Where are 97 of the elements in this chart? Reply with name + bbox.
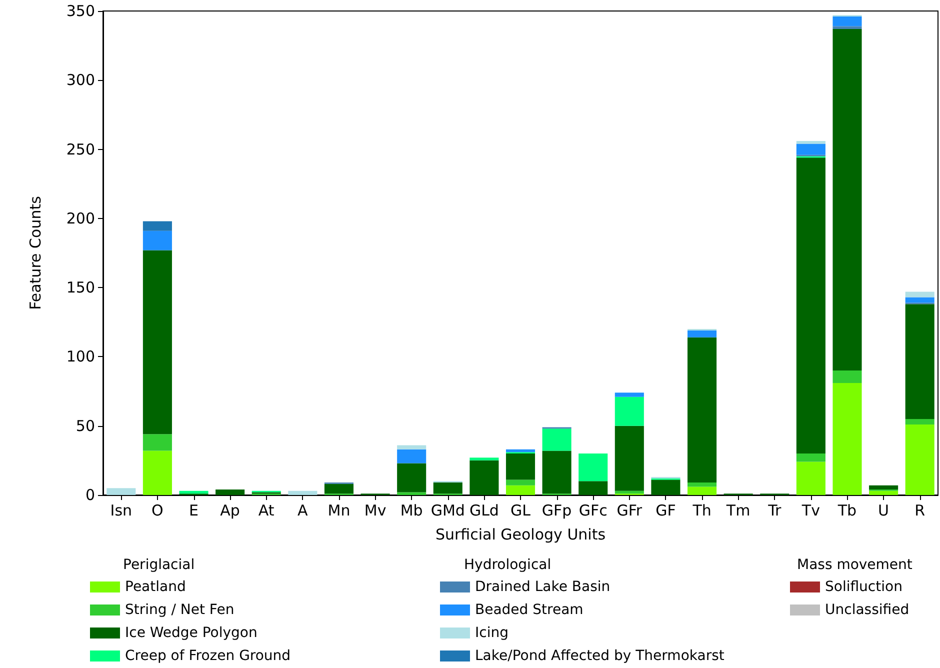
bar	[832, 370, 862, 383]
legend-label: Drained Lake Basin	[475, 579, 610, 595]
y-axis-title: Feature Counts	[26, 196, 44, 310]
bar	[688, 482, 717, 487]
legend-label: Beaded Stream	[475, 602, 584, 618]
bar	[542, 428, 572, 451]
legend-label: Peatland	[125, 579, 186, 595]
y-tick-label: 150	[66, 278, 95, 297]
bar	[542, 450, 572, 494]
x-tick-label: GMd	[430, 502, 465, 520]
bar	[288, 490, 318, 495]
bar	[142, 221, 172, 231]
text: Periglacial	[123, 557, 195, 573]
legend-label: Icing	[475, 625, 508, 641]
x-tick-label: GL	[510, 502, 532, 520]
x-tick-label: Tb	[836, 502, 857, 520]
text: Mass movement	[797, 557, 913, 573]
x-tick-label: O	[152, 502, 164, 520]
bar	[614, 426, 644, 491]
x-axis-title: Surficial Geology Units	[435, 526, 606, 544]
y-tick-label: 200	[66, 209, 95, 228]
x-tick-label: Tr	[767, 502, 782, 520]
y-tick-label: 100	[66, 348, 95, 366]
legend-label: Solifluction	[825, 579, 902, 595]
bar	[578, 454, 608, 482]
bar	[106, 488, 136, 495]
x-tick-label: Tv	[800, 502, 820, 520]
bar	[506, 480, 536, 486]
bar	[905, 304, 934, 419]
bar	[832, 26, 862, 29]
bar	[832, 28, 862, 371]
bar	[397, 492, 426, 495]
bar	[142, 250, 172, 434]
bar	[688, 486, 717, 495]
bar	[796, 158, 826, 454]
bar	[614, 392, 644, 397]
x-tick-label: U	[878, 502, 890, 520]
x-tick-label: Mn	[328, 502, 350, 520]
bar	[796, 144, 826, 155]
bar	[324, 484, 354, 494]
x-tick-label: GF	[656, 502, 676, 520]
x-tick-label: E	[189, 502, 199, 520]
bar	[796, 454, 826, 462]
x-tick-label: A	[298, 502, 309, 520]
bar	[905, 292, 934, 298]
legend-label: Lake/Pond Affected by Thermokarst	[475, 648, 725, 664]
bar	[869, 485, 898, 490]
bar	[651, 480, 680, 495]
bar	[216, 489, 245, 495]
bar	[578, 481, 608, 495]
y-tick-label: 0	[85, 486, 95, 504]
bar	[397, 463, 426, 492]
x-tick-label: At	[258, 502, 274, 520]
bar	[470, 458, 499, 460]
bar	[905, 297, 934, 303]
x-tick-label: GLd	[469, 502, 499, 520]
y-tick-label: 50	[76, 416, 95, 435]
bar	[397, 449, 426, 464]
bar	[614, 490, 644, 494]
x-tick-label: Isn	[110, 502, 132, 520]
bar	[179, 490, 208, 494]
legend-label: String / Net Fen	[125, 602, 234, 618]
bar	[832, 16, 862, 26]
x-tick-label: Tm	[725, 502, 750, 520]
bar	[905, 424, 934, 495]
x-tick-label: Ap	[220, 502, 240, 520]
x-tick-label: GFc	[578, 502, 608, 520]
x-tick-label: R	[914, 502, 926, 520]
x-tick-label: Mb	[400, 502, 423, 520]
legend-label: Creep of Frozen Ground	[125, 648, 291, 664]
bar	[614, 396, 644, 426]
legend-label: Ice Wedge Polygon	[125, 625, 258, 641]
text: Hydrological	[464, 557, 552, 573]
bar	[470, 460, 499, 495]
x-tick-label: GFp	[542, 502, 572, 520]
bar	[506, 454, 536, 480]
y-tick-label: 250	[66, 140, 95, 158]
bar	[832, 382, 862, 495]
x-tick-label: GFr	[616, 502, 643, 520]
bar	[433, 482, 462, 494]
bar	[905, 418, 934, 424]
bar	[688, 337, 717, 483]
y-tick-label: 300	[66, 71, 95, 90]
bar	[142, 434, 172, 451]
bar	[142, 450, 172, 495]
x-tick-label: Mv	[364, 502, 386, 520]
bar	[688, 330, 717, 338]
bar	[796, 140, 826, 144]
legend-label: Unclassified	[825, 602, 910, 618]
bar	[142, 230, 172, 250]
bar	[506, 485, 536, 495]
bar	[796, 462, 826, 495]
bar	[869, 490, 898, 495]
bar	[506, 449, 536, 452]
bar	[397, 445, 426, 450]
y-tick-label: 350	[66, 2, 95, 20]
x-tick-label: Th	[692, 502, 712, 520]
